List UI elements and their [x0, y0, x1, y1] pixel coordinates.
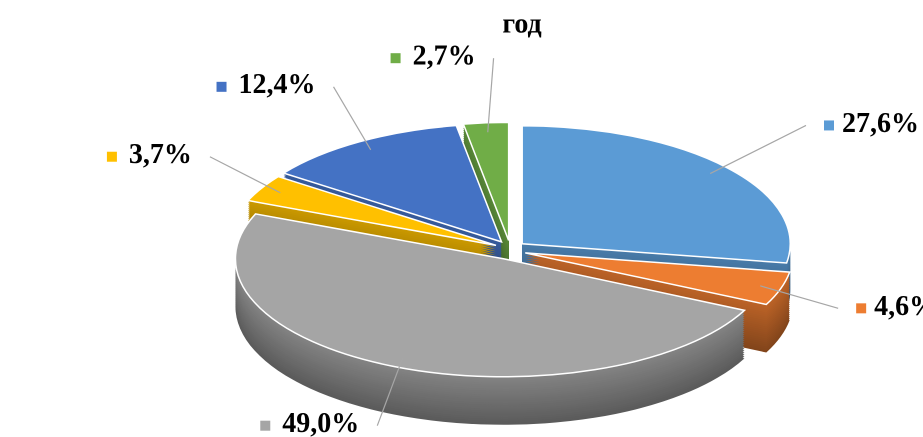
slice	[246, 175, 497, 247]
legend-marker	[856, 303, 867, 314]
leader-line	[376, 357, 404, 426]
leader-line	[333, 86, 372, 151]
leader-line	[760, 285, 839, 309]
data-label: 2,7%	[413, 41, 476, 72]
slice	[281, 124, 503, 244]
legend-marker	[824, 120, 834, 131]
data-label: 3,7%	[129, 139, 192, 170]
slice	[234, 213, 747, 378]
data-label: 4,6%	[874, 291, 923, 322]
slice	[525, 252, 791, 306]
data-label: 12,4%	[239, 69, 316, 100]
chart-title: год	[502, 8, 541, 39]
legend-marker	[260, 420, 271, 431]
slice	[462, 121, 510, 241]
data-label: 49,0%	[282, 408, 359, 437]
data-label: 27,6%	[842, 108, 919, 139]
slice	[521, 125, 791, 264]
leader-line	[487, 58, 495, 133]
legend-marker	[216, 81, 227, 92]
leader-line	[209, 156, 281, 194]
legend-marker	[106, 151, 117, 162]
legend-marker	[390, 53, 401, 64]
leader-line	[709, 124, 807, 175]
